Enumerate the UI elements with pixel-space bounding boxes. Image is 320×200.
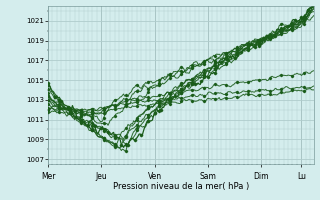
X-axis label: Pression niveau de la mer( hPa ): Pression niveau de la mer( hPa ): [113, 182, 249, 191]
